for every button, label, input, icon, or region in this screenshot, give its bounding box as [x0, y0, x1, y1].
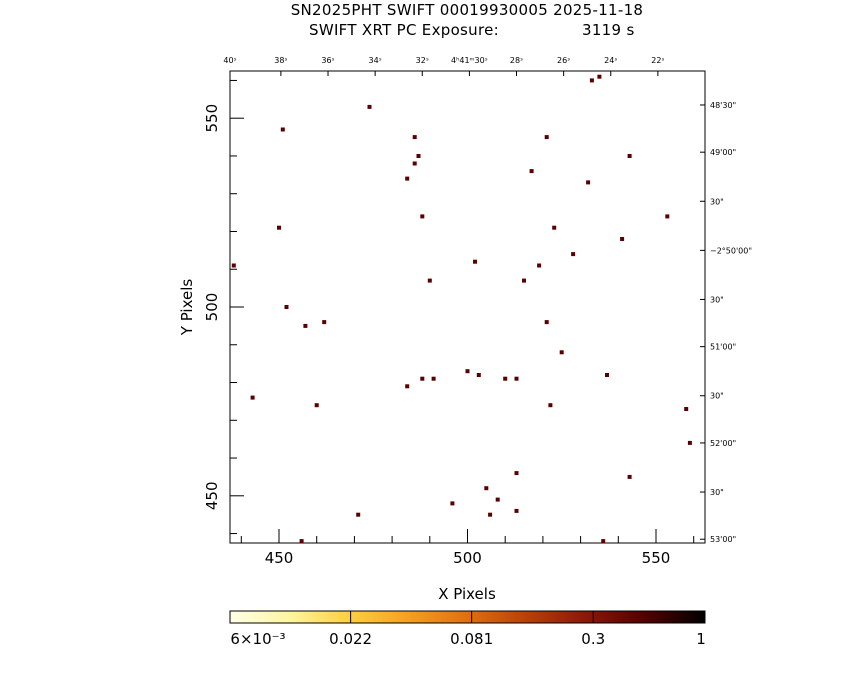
data-point	[356, 512, 361, 517]
ra-tick-label: 24ˢ	[604, 56, 617, 65]
data-point	[412, 135, 417, 140]
data-point	[537, 263, 542, 268]
data-point	[627, 154, 632, 158]
dec-tick-label: 53'00"	[710, 535, 736, 544]
x-tick-label: 450	[265, 549, 294, 567]
data-point	[522, 278, 526, 283]
data-point	[314, 403, 319, 408]
data-point	[544, 135, 549, 140]
data-point	[465, 369, 470, 374]
dec-tick-label: −2°50'00"	[710, 246, 752, 255]
colorbar-tick-label: 0.022	[329, 630, 372, 648]
data-points	[231, 74, 692, 544]
data-point	[299, 539, 304, 544]
data-point	[548, 403, 553, 408]
data-point	[476, 373, 481, 377]
dec-tick-label: 48'30"	[710, 101, 736, 110]
data-point	[405, 384, 410, 389]
data-point	[405, 176, 410, 181]
data-point	[589, 78, 594, 83]
plot-frame	[229, 70, 706, 544]
y-axis-label: Y Pixels	[178, 279, 196, 337]
data-point	[412, 161, 417, 166]
ra-tick-label: 38ˢ	[274, 56, 287, 65]
colorbar-ticks: 6×10⁻³ 0.022 0.081 0.3 1	[229, 611, 706, 648]
data-point	[559, 350, 564, 355]
data-point	[605, 373, 609, 377]
data-point	[484, 486, 489, 491]
data-point	[431, 376, 436, 381]
data-point	[597, 74, 602, 79]
data-point	[427, 278, 432, 283]
dec-tick-label: 30"	[710, 392, 724, 401]
ra-tick-label: 40ˢ	[223, 56, 236, 65]
data-point	[571, 252, 576, 257]
dec-tick-label: 30"	[710, 197, 724, 206]
data-point	[416, 154, 421, 158]
x-axis-label: X Pixels	[438, 585, 496, 603]
ra-tick-label: 32ˢ	[416, 56, 429, 65]
title-line-1: SN2025PHT SWIFT 00019930005 2025-11-18	[291, 1, 644, 19]
data-point	[488, 512, 493, 517]
data-point	[514, 508, 519, 513]
data-point	[552, 225, 557, 230]
data-point	[503, 376, 508, 381]
x-tick-label: 550	[642, 549, 671, 567]
ra-tick-label: 34ˢ	[369, 56, 382, 65]
data-point	[367, 104, 372, 109]
x-tick-label: 500	[453, 549, 482, 567]
ra-tick-label: 26ˢ	[557, 56, 570, 65]
data-point	[450, 501, 455, 506]
data-point	[544, 320, 549, 325]
header: SN2025PHT SWIFT 00019930005 2025-11-18 S…	[291, 1, 644, 39]
data-point	[277, 225, 281, 230]
data-point	[620, 237, 625, 241]
data-point	[586, 180, 591, 185]
data-point	[322, 320, 327, 325]
data-point	[514, 471, 519, 476]
data-point	[280, 127, 285, 132]
y-tick-label: 550	[203, 104, 221, 133]
colorbar-tick-label: 0.081	[450, 630, 493, 648]
data-point	[473, 259, 477, 264]
data-point	[627, 474, 632, 479]
plot-area: 450 500 550 450 500 550 40ˢ 38ˢ 36ˢ 34ˢ 32ˢ 4ʰ41ᵐ30…	[203, 56, 752, 567]
colorbar-tick-label: 0.3	[581, 630, 605, 648]
ra-tick-label: 28ˢ	[510, 56, 523, 65]
axis-ticks: 450 500 550 450 500 550 40ˢ 38ˢ 36ˢ 34ˢ 32ˢ 4ʰ41ᵐ30…	[203, 56, 752, 567]
dec-tick-label: 30"	[710, 488, 724, 497]
colorbar-tick-label: 6×10⁻³	[230, 630, 285, 648]
colorbar-tick-label: 1	[696, 630, 706, 648]
dec-tick-label: 49'00"	[710, 148, 736, 157]
colorbar: 6×10⁻³ 0.022 0.081 0.3 1	[229, 610, 706, 648]
dec-tick-label: 52'00"	[710, 439, 736, 448]
data-point	[684, 407, 689, 411]
data-point	[284, 305, 289, 309]
data-point	[529, 169, 534, 174]
data-point	[303, 323, 308, 328]
data-point	[665, 214, 670, 219]
data-point	[495, 497, 500, 502]
dec-tick-label: 30"	[710, 295, 724, 304]
data-point	[231, 263, 236, 268]
data-point	[514, 376, 519, 381]
y-tick-label: 450	[203, 481, 221, 510]
data-point	[420, 376, 425, 381]
y-tick-label: 500	[203, 293, 221, 322]
dec-tick-label: 51'00"	[710, 343, 736, 352]
ra-tick-label: 4ʰ41ᵐ30ˢ	[451, 56, 488, 65]
data-point	[420, 214, 425, 219]
ra-tick-label: 22ˢ	[651, 56, 664, 65]
colorbar-gradient	[229, 610, 706, 624]
data-point	[250, 395, 255, 400]
ra-tick-label: 36ˢ	[321, 56, 334, 65]
data-point	[601, 539, 606, 544]
data-point	[687, 440, 692, 445]
title-exposure-value: 3119 s	[582, 21, 635, 39]
title-exposure-label: SWIFT XRT PC Exposure:	[309, 21, 499, 39]
